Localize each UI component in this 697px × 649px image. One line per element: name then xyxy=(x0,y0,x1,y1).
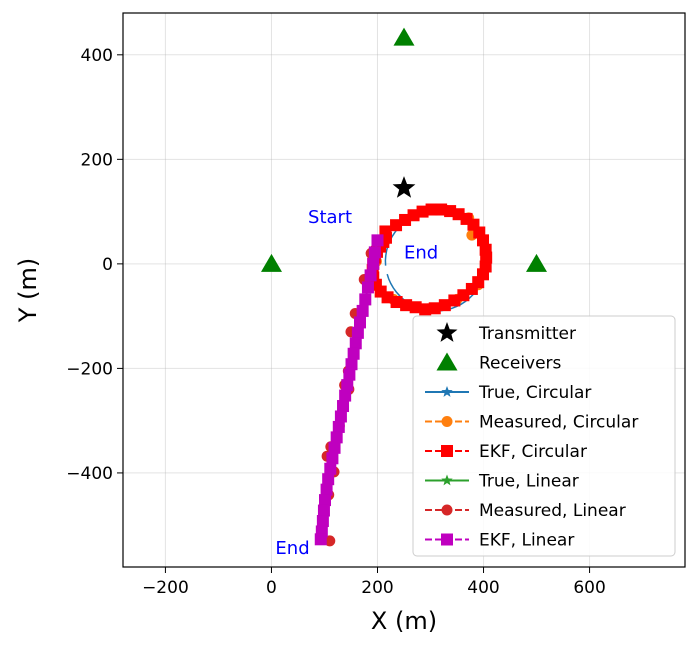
ekf-circular-point xyxy=(400,299,413,312)
annotation-label: End xyxy=(404,243,438,264)
ekf-linear-point xyxy=(345,358,358,371)
ekf-linear-point xyxy=(314,533,327,546)
data-layer xyxy=(261,27,547,547)
y-tick-label: −200 xyxy=(66,359,113,379)
ekf-linear-point xyxy=(341,379,354,392)
ekf-circular-point xyxy=(407,209,420,222)
ekf-linear-point xyxy=(328,441,341,454)
y-tick-label: 0 xyxy=(102,255,113,275)
measured-linear-point xyxy=(324,535,336,547)
ekf-circular-point xyxy=(448,294,461,307)
ekf-linear-point xyxy=(317,504,330,517)
ekf-linear-point xyxy=(334,410,347,423)
ekf-linear-point xyxy=(343,368,356,381)
ekf-circular-point xyxy=(390,296,403,309)
receiver-marker xyxy=(526,253,547,272)
ekf-linear-point xyxy=(322,473,335,486)
legend-square-marker xyxy=(441,533,453,546)
annotation-label: End xyxy=(275,538,309,559)
legend-square-marker xyxy=(441,445,453,457)
ekf-linear-point xyxy=(371,234,384,247)
ekf-circular-point xyxy=(409,301,422,314)
annotations: Start End End xyxy=(275,207,438,559)
ekf-linear-point xyxy=(337,400,350,413)
y-tick-label: 400 xyxy=(81,46,113,66)
transmitter-marker xyxy=(392,176,416,198)
ekf-circular-point xyxy=(416,205,429,218)
ekf-linear-point xyxy=(347,347,360,360)
legend-label: EKF, Linear xyxy=(479,531,574,551)
ekf-linear-point xyxy=(367,257,380,270)
ekf-linear-point xyxy=(351,326,364,339)
ekf-circular-point xyxy=(438,299,451,312)
legend-label: True, Circular xyxy=(478,383,591,403)
legend-label: Measured, Circular xyxy=(479,413,638,433)
legend-label: Transmitter xyxy=(478,324,576,344)
ekf-circular-point xyxy=(425,203,438,216)
ekf-circular-point xyxy=(428,302,441,315)
annotation-label: Start xyxy=(308,207,352,228)
ekf-linear-point xyxy=(339,389,352,402)
legend-box xyxy=(412,315,676,557)
legend-label: Measured, Linear xyxy=(479,501,626,521)
ekf-linear-point xyxy=(326,452,339,465)
legend-star-marker xyxy=(441,386,453,397)
plot-frame xyxy=(122,12,686,568)
ekf-linear-point xyxy=(316,515,329,528)
receiver-marker xyxy=(393,27,415,46)
ekf-circular-point xyxy=(419,303,432,316)
legend-star-marker xyxy=(436,322,458,342)
x-tick-label: 200 xyxy=(361,578,393,598)
legend-label: True, Linear xyxy=(478,472,579,492)
x-tick-label: 600 xyxy=(573,578,605,598)
ekf-linear-point xyxy=(319,494,332,507)
receiver-marker xyxy=(261,253,282,272)
ekf-linear-point xyxy=(368,246,381,259)
ekf-linear-point xyxy=(359,293,372,306)
x-axis-label: X (m) xyxy=(371,607,437,635)
ekf-linear-point xyxy=(356,304,369,317)
ekf-circular-point xyxy=(476,234,489,247)
ekf-linear-point xyxy=(324,462,337,475)
legend-label: Receivers xyxy=(479,354,562,374)
ekf-circular-point xyxy=(435,203,448,216)
y-tick-label: 200 xyxy=(81,150,113,170)
y-tick-label: −400 xyxy=(66,464,113,484)
ticks: −200 0 200 400 600 400 200 0 −200 −400 xyxy=(66,46,605,598)
ekf-linear-point xyxy=(330,431,343,444)
legend-star-marker xyxy=(441,474,453,486)
y-axis-label: Y (m) xyxy=(14,258,42,323)
legend: Transmitter Receivers True, Circular Measur… xyxy=(412,315,676,557)
ekf-circular-point xyxy=(390,219,403,232)
x-tick-label: −200 xyxy=(142,578,189,598)
x-tick-label: 0 xyxy=(266,578,277,598)
ekf-linear-point xyxy=(332,420,345,433)
ekf-linear-point xyxy=(349,337,362,350)
ekf-linear-point xyxy=(320,483,333,496)
legend-label: EKF, Circular xyxy=(479,442,587,462)
ekf-linear-point xyxy=(364,269,377,282)
ekf-linear-point xyxy=(361,281,374,294)
legend-triangle-marker xyxy=(436,352,458,371)
ekf-linear-point xyxy=(353,316,366,329)
x-tick-label: 400 xyxy=(467,578,499,598)
legend-circle-marker xyxy=(441,504,453,516)
legend-circle-marker xyxy=(441,416,453,427)
ekf-circular-point xyxy=(457,289,470,302)
